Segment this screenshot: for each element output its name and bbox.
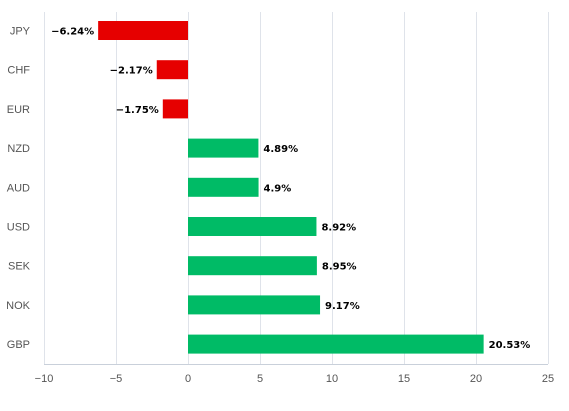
data-label-jpy: −6.24% <box>51 27 94 38</box>
data-label-aud: 4.9% <box>264 183 292 194</box>
data-label-chf: −2.17% <box>110 66 153 77</box>
category-label-usd: USD <box>7 222 30 234</box>
x-tick-label-0: −10 <box>35 373 54 385</box>
x-tick-label-3: 5 <box>257 373 263 385</box>
x-tick-label-1: −5 <box>110 373 123 385</box>
bar-jpy <box>98 21 188 40</box>
data-label-usd: 8.92% <box>321 223 356 234</box>
bar-gbp <box>188 334 484 354</box>
bar-eur <box>162 99 188 119</box>
category-label-nzd: NZD <box>7 143 30 155</box>
bar-nok <box>188 295 321 315</box>
x-tick-label-7: 25 <box>542 373 554 385</box>
bar-chf <box>156 60 188 80</box>
data-label-eur: −1.75% <box>116 105 159 116</box>
category-label-jpy: JPY <box>10 26 31 38</box>
data-label-gbp: 20.53% <box>489 340 531 351</box>
category-label-gbp: GBP <box>7 339 30 351</box>
category-label-aud: AUD <box>7 182 30 194</box>
category-label-sek: SEK <box>8 261 31 273</box>
bar-aud <box>188 177 259 197</box>
x-tick-label-6: 20 <box>470 373 482 385</box>
category-label-chf: CHF <box>7 65 30 77</box>
x-tick-label-4: 10 <box>326 373 338 385</box>
bar-nzd <box>188 138 259 158</box>
bar-usd <box>188 217 317 236</box>
data-label-nok: 9.17% <box>325 301 360 312</box>
category-label-eur: EUR <box>7 104 30 116</box>
x-tick-label-2: 0 <box>185 373 191 385</box>
x-tick-label-5: 15 <box>398 373 410 385</box>
data-label-sek: 8.95% <box>322 262 357 273</box>
bar-sek <box>188 256 317 276</box>
data-label-nzd: 4.89% <box>263 144 298 155</box>
category-label-nok: NOK <box>6 300 31 312</box>
